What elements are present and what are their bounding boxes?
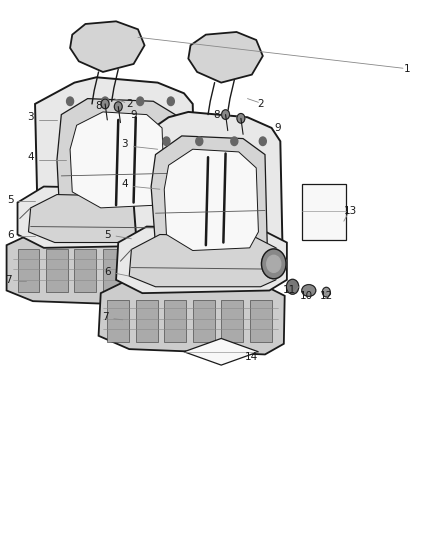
Circle shape	[231, 137, 238, 146]
Polygon shape	[184, 338, 258, 365]
Polygon shape	[18, 187, 199, 248]
Text: 9: 9	[130, 110, 137, 119]
Polygon shape	[136, 300, 158, 342]
Circle shape	[163, 137, 170, 146]
Text: 3: 3	[121, 139, 128, 149]
Circle shape	[137, 97, 144, 106]
Polygon shape	[18, 249, 39, 292]
Text: 14: 14	[245, 352, 258, 362]
Circle shape	[237, 114, 245, 123]
Polygon shape	[107, 300, 129, 342]
Polygon shape	[160, 249, 182, 292]
Circle shape	[259, 137, 266, 146]
Polygon shape	[7, 232, 199, 306]
Polygon shape	[164, 149, 258, 251]
Ellipse shape	[302, 285, 316, 296]
Circle shape	[286, 279, 299, 294]
Circle shape	[114, 102, 122, 111]
Text: 5: 5	[7, 195, 14, 205]
Text: 4: 4	[27, 152, 34, 162]
Polygon shape	[99, 277, 285, 354]
Text: 6: 6	[7, 230, 14, 239]
Polygon shape	[221, 300, 243, 342]
Circle shape	[196, 137, 203, 146]
Text: 1: 1	[404, 64, 411, 74]
Polygon shape	[57, 99, 177, 219]
Polygon shape	[70, 112, 164, 208]
Text: 6: 6	[104, 267, 111, 277]
Polygon shape	[131, 249, 153, 292]
Polygon shape	[129, 235, 276, 287]
Text: 10: 10	[300, 291, 313, 301]
Text: 11: 11	[283, 286, 296, 295]
Polygon shape	[302, 184, 346, 240]
Text: 13: 13	[344, 206, 357, 215]
Polygon shape	[134, 112, 283, 280]
Polygon shape	[164, 300, 186, 342]
Circle shape	[322, 287, 330, 297]
Polygon shape	[193, 300, 215, 342]
Text: 4: 4	[121, 179, 128, 189]
Polygon shape	[151, 136, 267, 261]
Polygon shape	[103, 249, 125, 292]
Text: 8: 8	[213, 110, 220, 119]
Polygon shape	[250, 300, 272, 342]
Circle shape	[267, 255, 281, 272]
Polygon shape	[74, 249, 96, 292]
Polygon shape	[188, 32, 263, 83]
Text: 5: 5	[104, 230, 111, 239]
Text: 12: 12	[320, 291, 333, 301]
Circle shape	[222, 110, 230, 119]
Text: 2: 2	[257, 99, 264, 109]
Text: 3: 3	[27, 112, 34, 122]
Text: 7: 7	[102, 312, 109, 322]
Circle shape	[101, 99, 109, 109]
Polygon shape	[28, 195, 188, 243]
Polygon shape	[46, 249, 68, 292]
Circle shape	[261, 249, 286, 279]
Polygon shape	[70, 21, 145, 72]
Text: 8: 8	[95, 101, 102, 110]
Text: 9: 9	[275, 123, 282, 133]
Text: 2: 2	[126, 99, 133, 109]
Circle shape	[102, 97, 109, 106]
Text: 7: 7	[5, 275, 12, 285]
Circle shape	[167, 97, 174, 106]
Polygon shape	[35, 77, 195, 237]
Circle shape	[67, 97, 74, 106]
Polygon shape	[116, 227, 287, 293]
